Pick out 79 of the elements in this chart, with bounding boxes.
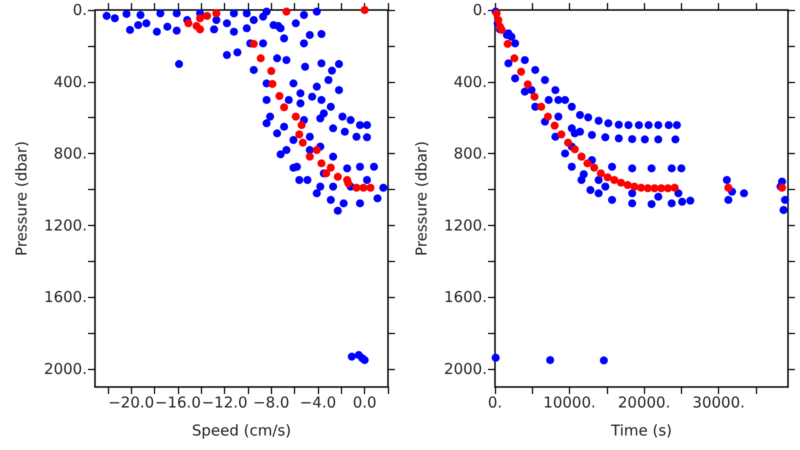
- point: [670, 184, 679, 192]
- point: [524, 80, 532, 88]
- point: [359, 184, 368, 192]
- point: [583, 159, 592, 168]
- x-tick-label: 0.0: [352, 394, 377, 412]
- point: [510, 54, 518, 62]
- point: [306, 152, 314, 161]
- x-tick-label: −4.0: [300, 394, 336, 412]
- point: [312, 146, 321, 154]
- point: [504, 40, 512, 48]
- point: [184, 19, 192, 28]
- point: [322, 169, 330, 178]
- y-tick-label: 1600.: [444, 288, 487, 306]
- point: [644, 184, 652, 192]
- point: [317, 159, 326, 168]
- y-tick-label: 0.: [72, 1, 87, 19]
- point: [624, 181, 632, 190]
- point: [295, 130, 304, 138]
- point: [596, 169, 605, 178]
- point: [298, 138, 307, 147]
- point: [650, 184, 659, 192]
- x-axis-title: Speed (cm/s): [192, 422, 292, 440]
- point: [664, 184, 672, 192]
- point: [212, 9, 220, 18]
- point: [550, 122, 559, 130]
- x-axis-title: Time (s): [610, 422, 672, 440]
- point: [604, 173, 612, 182]
- point: [724, 184, 732, 192]
- point: [366, 184, 374, 192]
- point: [557, 130, 566, 138]
- point: [564, 138, 572, 147]
- y-tick-label: 400.: [454, 72, 487, 91]
- point: [530, 92, 539, 101]
- point: [256, 54, 265, 62]
- y-tick-label: 0.: [472, 1, 487, 19]
- point: [517, 68, 526, 76]
- point: [292, 112, 300, 121]
- y-tick-label: 2000.: [444, 360, 487, 378]
- x-tick-label: −16.0: [154, 394, 201, 412]
- point: [494, 16, 502, 24]
- point: [334, 172, 342, 181]
- y-tick-label: 1200.: [444, 216, 487, 234]
- x-tick-label: −20.0: [108, 394, 154, 412]
- x-tick-label: 30000.: [692, 394, 745, 412]
- point: [544, 112, 552, 121]
- point: [203, 12, 212, 20]
- point: [570, 145, 579, 154]
- point: [196, 25, 204, 34]
- point: [360, 6, 369, 14]
- point: [282, 8, 290, 16]
- point: [275, 92, 284, 100]
- point: [326, 164, 335, 172]
- point: [298, 121, 306, 130]
- x-tick-label: 20000.: [618, 394, 670, 412]
- point: [267, 67, 276, 76]
- point: [268, 80, 276, 88]
- point: [637, 184, 646, 192]
- y-tick-label: 1200.: [44, 216, 87, 234]
- point: [590, 164, 598, 172]
- x-tick-label: −12.0: [202, 394, 248, 412]
- point: [610, 176, 618, 184]
- x-tick-label: 0.: [488, 394, 502, 412]
- x-tick-label: 10000.: [543, 394, 596, 412]
- point: [352, 184, 360, 192]
- point: [537, 102, 546, 111]
- y-tick-label: 800.: [454, 144, 487, 163]
- point: [657, 184, 666, 192]
- y-tick-label: 400.: [54, 72, 87, 91]
- point: [196, 14, 204, 22]
- y-axis-title: Pressure (dbar): [12, 141, 30, 256]
- y-axis-title: Pressure (dbar): [412, 141, 430, 256]
- point: [617, 178, 625, 187]
- point: [630, 182, 638, 191]
- y-tick-label: 2000.: [44, 360, 87, 378]
- y-tick-label: 1600.: [44, 288, 87, 306]
- point: [250, 40, 258, 48]
- point: [280, 103, 288, 112]
- x-tick-label: −8.0: [253, 394, 290, 412]
- y-tick-label: 800.: [54, 144, 87, 163]
